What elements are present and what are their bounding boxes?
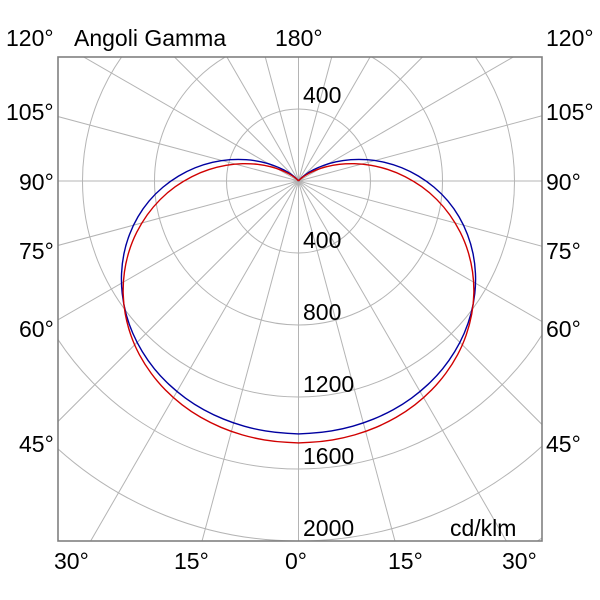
grid-spoke — [298, 180, 542, 426]
grid-spoke — [298, 57, 333, 182]
grid-spoke — [201, 180, 299, 541]
radial-label-400: 400 — [303, 227, 342, 253]
radial-label-800: 800 — [303, 299, 342, 325]
angular-label-right-120: 120° — [546, 25, 594, 51]
distribution-curves — [120, 158, 477, 444]
grid-spoke — [298, 57, 515, 182]
unit-label: cd/klm — [450, 515, 517, 541]
angular-label-right-105: 105° — [546, 99, 594, 125]
angular-label-right-90: 90° — [546, 169, 581, 195]
radial-label-400-up: 400 — [303, 82, 342, 108]
plot-background — [58, 57, 542, 541]
angular-label-right-45: 45° — [546, 431, 581, 457]
angular-label-right-60: 60° — [546, 316, 581, 342]
curve-c90-c270 — [122, 162, 475, 444]
plot-frame — [57, 56, 543, 542]
angular-label-bottom-15-left: 15° — [174, 548, 209, 574]
grid-spoke — [226, 57, 299, 182]
angular-label-left-120: 120° — [6, 25, 54, 51]
chart-title: Angoli Gamma — [74, 25, 227, 51]
curve-c0-c180 — [120, 158, 477, 435]
grid-spoke — [298, 180, 396, 541]
grid-spoke — [173, 57, 299, 182]
grid-spoke — [264, 57, 299, 182]
angular-label-left-75: 75° — [19, 238, 54, 264]
grid-spoke — [298, 180, 507, 541]
angular-label-right-75: 75° — [546, 238, 581, 264]
angular-label-left-105: 105° — [6, 99, 54, 125]
angular-label-left-90: 90° — [19, 169, 54, 195]
radial-label-1200: 1200 — [303, 371, 355, 397]
angular-label-top: 180° — [275, 25, 323, 51]
grid-spoke — [58, 180, 299, 423]
grid-spoke — [58, 180, 299, 321]
angular-label-left-45: 45° — [19, 431, 54, 457]
angular-label-bottom-0: 0° — [285, 548, 307, 574]
angular-label-bottom-30-right: 30° — [502, 548, 537, 574]
grid-spoke — [298, 57, 371, 182]
grid-spoke — [298, 180, 542, 247]
angular-label-left-60: 60° — [19, 316, 54, 342]
grid-spoke — [298, 57, 424, 182]
angular-label-bottom-15-right: 15° — [388, 548, 423, 574]
radial-label-1600: 1600 — [303, 443, 355, 469]
grid-spoke — [298, 180, 542, 323]
grid-spoke — [90, 180, 299, 541]
angular-label-bottom-30-left: 30° — [54, 548, 89, 574]
grid-spoke — [82, 57, 299, 182]
grid-spoke — [58, 180, 299, 246]
radial-label-2000: 2000 — [303, 515, 355, 541]
